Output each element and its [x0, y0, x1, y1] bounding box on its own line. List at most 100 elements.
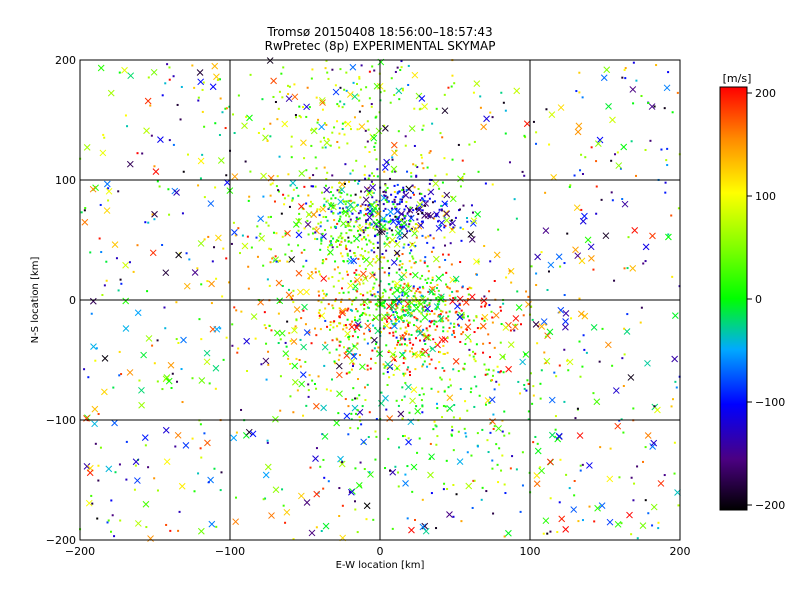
data-point-dot — [302, 265, 305, 268]
data-point-dot — [399, 198, 402, 201]
data-point-dot — [181, 401, 184, 404]
data-point-dot — [172, 143, 175, 146]
data-point-dot — [97, 412, 100, 415]
data-point-dot — [202, 81, 205, 84]
data-point-cross — [600, 74, 608, 82]
data-point-dot — [431, 276, 434, 279]
data-point-cross — [626, 511, 633, 519]
data-point-cross — [402, 191, 410, 199]
data-point-dot — [257, 131, 260, 134]
data-point-dot — [444, 258, 447, 261]
data-point-dot — [497, 371, 500, 374]
data-point-cross — [351, 93, 359, 100]
data-point-dot — [311, 203, 314, 206]
data-point-cross — [336, 371, 343, 379]
data-point-dot — [388, 267, 391, 270]
data-point-dot — [426, 241, 429, 244]
data-point-dot — [198, 318, 201, 321]
data-point-cross — [151, 210, 158, 218]
data-point-dot — [407, 64, 410, 67]
data-point-dot — [408, 411, 411, 414]
data-point-cross — [410, 463, 418, 471]
data-point-dot — [463, 362, 466, 365]
data-point-cross — [321, 433, 329, 440]
data-point-dot — [441, 310, 444, 313]
y-tick-label: 0 — [69, 294, 76, 307]
data-point-cross — [650, 503, 658, 511]
data-point-dot — [396, 203, 399, 206]
data-point-dot — [391, 218, 394, 221]
data-point-dot — [381, 266, 384, 269]
data-point-cross — [335, 362, 343, 370]
data-point-dot — [441, 136, 444, 139]
data-point-dot — [515, 217, 518, 220]
data-point-cross — [456, 458, 464, 465]
data-point-dot — [428, 363, 431, 366]
data-point-cross — [243, 337, 251, 345]
data-point-dot — [407, 83, 410, 86]
data-point-dot — [371, 271, 374, 274]
data-point-dot — [401, 310, 404, 313]
data-point-cross — [387, 208, 394, 216]
data-point-dot — [405, 309, 408, 312]
data-point-dot — [408, 321, 411, 324]
data-point-dot — [423, 261, 426, 264]
data-point-dot — [344, 163, 347, 166]
data-point-dot — [504, 109, 507, 112]
data-point-dot — [333, 225, 336, 228]
data-point-dot — [267, 216, 270, 219]
data-point-dot — [427, 353, 430, 356]
data-point-dot — [348, 335, 351, 338]
data-point-dot — [337, 358, 340, 361]
data-point-cross — [502, 324, 510, 331]
data-point-dot — [374, 362, 377, 365]
data-point-dot — [327, 138, 330, 141]
data-point-dot — [369, 222, 372, 225]
data-point-dot — [354, 179, 357, 182]
data-point-dot — [454, 296, 457, 299]
data-point-dot — [559, 458, 562, 461]
data-point-dot — [344, 308, 347, 311]
data-point-dot — [430, 358, 433, 361]
data-point-dot — [393, 198, 396, 201]
data-point-dot — [423, 339, 426, 342]
data-point-dot — [408, 260, 411, 263]
data-point-dot — [480, 305, 483, 308]
data-point-dot — [408, 223, 411, 226]
data-point-dot — [372, 242, 375, 245]
data-point-dot — [147, 76, 150, 79]
data-point-cross — [203, 349, 211, 357]
data-point-cross — [308, 529, 316, 537]
data-point-dot — [269, 261, 272, 264]
data-point-dot — [322, 136, 325, 139]
data-point-dot — [345, 214, 348, 217]
data-point-dot — [362, 256, 365, 259]
data-point-dot — [307, 213, 310, 216]
data-point-dot — [309, 200, 312, 203]
data-point-dot — [377, 221, 380, 224]
data-point-dot — [375, 254, 378, 257]
data-point-cross — [519, 358, 526, 366]
data-point-dot — [401, 386, 404, 389]
data-point-dot — [386, 228, 389, 231]
data-point-cross — [245, 428, 253, 436]
data-point-dot — [671, 111, 674, 114]
data-point-dot — [349, 218, 352, 221]
data-point-dot — [382, 327, 385, 330]
data-point-dot — [391, 156, 394, 159]
data-point-dot — [565, 473, 568, 476]
data-point-dot — [357, 182, 360, 185]
data-point-cross — [182, 441, 190, 449]
data-point-cross — [358, 123, 366, 130]
data-point-dot — [220, 471, 223, 474]
data-point-dot — [84, 207, 87, 210]
data-point-dot — [369, 301, 372, 304]
data-point-cross — [406, 206, 414, 214]
data-point-dot — [426, 304, 429, 307]
data-point-dot — [522, 314, 525, 317]
data-point-dot — [396, 312, 399, 315]
data-point-dot — [447, 386, 450, 389]
data-point-cross — [351, 343, 359, 350]
data-point-dot — [324, 294, 327, 297]
data-point-dot — [372, 215, 375, 218]
